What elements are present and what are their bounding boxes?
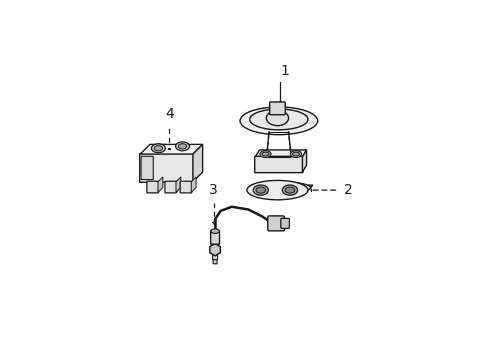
Ellipse shape — [250, 109, 308, 130]
FancyBboxPatch shape — [270, 102, 285, 115]
FancyBboxPatch shape — [165, 181, 176, 193]
Ellipse shape — [211, 229, 219, 233]
Polygon shape — [140, 144, 203, 154]
Ellipse shape — [175, 142, 190, 151]
FancyBboxPatch shape — [147, 181, 159, 193]
Text: 1: 1 — [280, 64, 290, 78]
Ellipse shape — [262, 152, 269, 156]
FancyBboxPatch shape — [268, 216, 284, 231]
Ellipse shape — [285, 187, 295, 193]
Ellipse shape — [151, 144, 165, 153]
Polygon shape — [193, 144, 203, 182]
FancyBboxPatch shape — [180, 181, 192, 193]
Ellipse shape — [260, 150, 271, 158]
Ellipse shape — [247, 180, 308, 200]
FancyBboxPatch shape — [213, 254, 218, 260]
FancyBboxPatch shape — [281, 219, 290, 228]
Text: 3: 3 — [209, 183, 218, 197]
Ellipse shape — [249, 182, 311, 193]
Polygon shape — [255, 150, 307, 157]
Polygon shape — [176, 177, 181, 192]
Ellipse shape — [291, 150, 301, 158]
FancyBboxPatch shape — [140, 153, 194, 183]
Ellipse shape — [267, 111, 289, 126]
Polygon shape — [191, 177, 196, 192]
FancyBboxPatch shape — [211, 231, 220, 244]
Ellipse shape — [256, 187, 266, 193]
Text: 2: 2 — [344, 183, 353, 197]
Ellipse shape — [293, 152, 299, 156]
Ellipse shape — [240, 107, 318, 135]
Ellipse shape — [154, 146, 163, 151]
Polygon shape — [210, 244, 220, 256]
FancyBboxPatch shape — [141, 156, 153, 180]
Polygon shape — [158, 177, 163, 192]
FancyBboxPatch shape — [255, 156, 303, 173]
FancyBboxPatch shape — [213, 257, 217, 264]
Ellipse shape — [282, 185, 297, 195]
Ellipse shape — [253, 185, 269, 195]
Polygon shape — [247, 185, 313, 190]
Text: 4: 4 — [165, 107, 174, 121]
Polygon shape — [302, 150, 307, 172]
Ellipse shape — [178, 144, 187, 149]
